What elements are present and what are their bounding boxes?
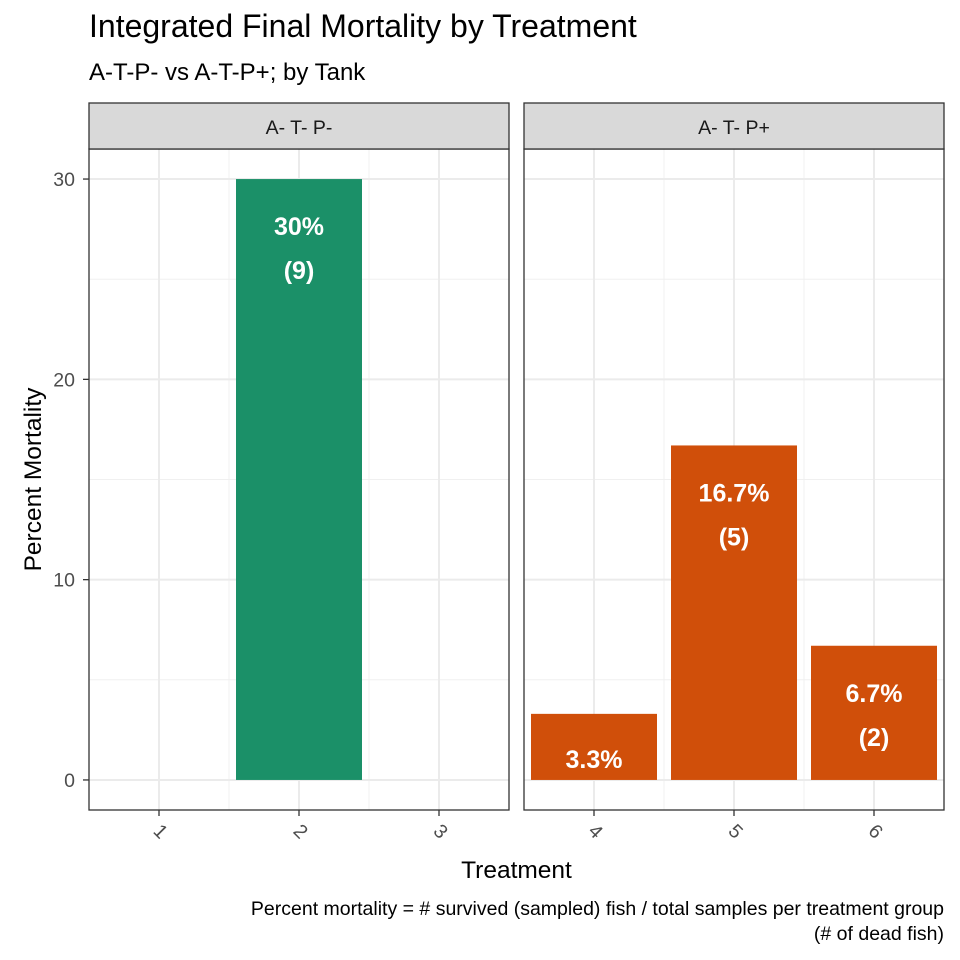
facet-strip-label: A- T- P+ [698,117,770,139]
facet-strip-label: A- T- P- [266,117,333,139]
caption-line: (# of dead fish) [813,923,944,945]
x-tick-label: 5 [724,820,747,843]
x-tick-label: 2 [289,820,312,843]
y-tick-label: 10 [53,570,75,592]
bar [671,445,797,780]
facet-strip [88,102,510,150]
bar-label-percent: 16.7% [699,479,770,507]
bar-label-percent: 30% [274,213,324,241]
x-tick-label: 1 [149,820,172,843]
y-tick-label: 30 [53,169,75,191]
bar-label-count: (9) [284,257,315,285]
bar [236,179,362,780]
bar-label-percent: 3.3% [566,746,623,774]
x-tick-label: 4 [584,820,607,843]
facet-strip [523,102,945,150]
bar-label-percent: 6.7% [846,680,903,708]
bar-label-count: (2) [859,724,890,752]
caption-line: Percent mortality = # survived (sampled)… [250,898,944,920]
y-axis-title: Percent Mortality [20,387,47,572]
y-tick-label: 0 [64,770,75,792]
bar-label-count: (5) [719,523,750,551]
chart-caption: Percent mortality = # survived (sampled)… [251,897,944,947]
y-tick-label: 20 [53,369,75,391]
x-axis-title: Treatment [461,857,572,884]
bar [531,713,657,780]
chart-subtitle: A-T-P- vs A-T-P+; by Tank [89,59,366,86]
x-tick-label: 6 [864,820,887,843]
bar [811,645,937,780]
x-tick-label: 3 [429,820,452,843]
chart-title: Integrated Final Mortality by Treatment [89,8,637,44]
